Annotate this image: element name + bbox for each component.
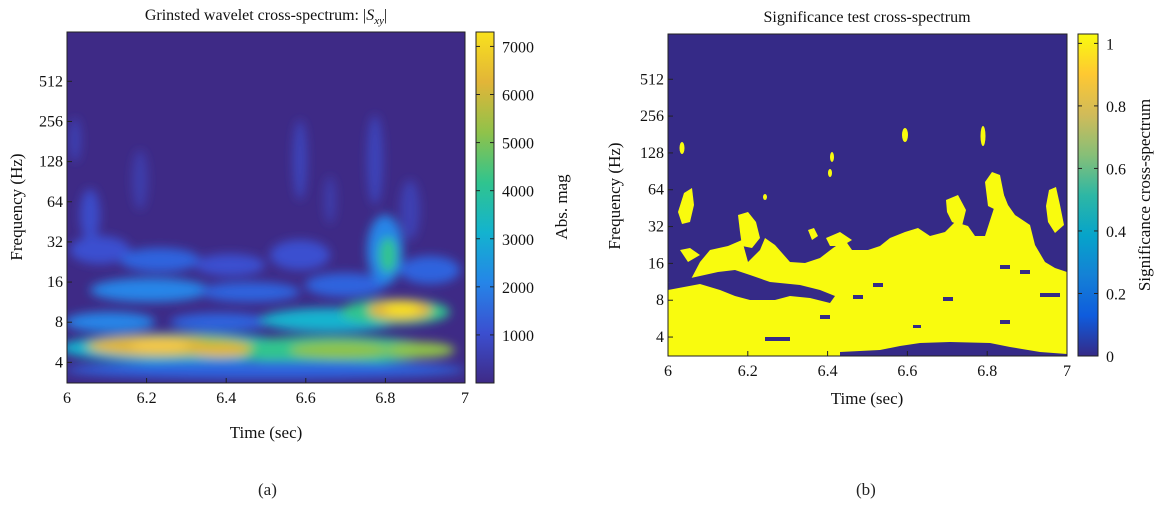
y-tick-label: 8 — [656, 292, 664, 309]
panel-a: Grinsted wavelet cross-spectrum: |Sxy| — [7, 7, 571, 442]
heatmap-a-blobs — [67, 115, 465, 379]
colorbar-a — [475, 31, 495, 384]
y-tick-label: 64 — [47, 194, 63, 211]
heatmap-b-frame — [667, 33, 1068, 357]
y-tick-label: 128 — [640, 145, 664, 162]
colorbar-tick-label: 0.4 — [1106, 224, 1126, 241]
x-axis-b: 6 6.2 6.4 6.6 6.8 7 — [664, 351, 1071, 380]
colorbar-b — [1077, 33, 1099, 357]
colorbar-tick-label: 7000 — [502, 39, 534, 56]
colorbar-a-label: Abs. mag — [552, 174, 571, 240]
colorbar-tick-label: 2000 — [502, 280, 534, 297]
panel-caption-a: (a) — [258, 480, 277, 499]
y-tick-label: 128 — [39, 154, 63, 171]
x-tick-label: 6.6 — [296, 390, 316, 407]
significance-region — [668, 126, 1067, 356]
y-axis-b: 4 8 16 32 64 128 256 512 — [640, 71, 673, 346]
x-axis-a: 6 6.2 6.4 6.6 6.8 7 — [63, 378, 469, 407]
y-tick-label: 4 — [656, 329, 664, 346]
x-tick-label: 7 — [1063, 363, 1071, 380]
heatmap-a-frame — [66, 31, 466, 384]
x-tick-label: 6.2 — [738, 363, 758, 380]
y-tick-label: 8 — [55, 314, 63, 331]
colorbar-tick-label: 6000 — [502, 88, 534, 105]
colorbar-tick-label: 0.2 — [1106, 286, 1126, 303]
colorbar-b-label: Significance cross-spectrum — [1135, 99, 1154, 291]
y-tick-label: 4 — [55, 354, 63, 371]
y-axis-label-b: Frequency (Hz) — [605, 142, 624, 249]
colorbar-tick-label: 0.8 — [1106, 99, 1126, 116]
colorbar-a-ticks: 1000 2000 3000 4000 5000 6000 7000 — [476, 39, 534, 345]
x-tick-label: 6 — [664, 363, 672, 380]
colorbar-tick-label: 0.6 — [1106, 161, 1126, 178]
y-tick-label: 512 — [640, 71, 664, 88]
x-axis-label-a: Time (sec) — [230, 423, 303, 442]
non-significant-holes — [668, 265, 1067, 356]
x-tick-label: 6.8 — [977, 363, 997, 380]
colorbar-tick-label: 0 — [1106, 349, 1114, 366]
heatmap-a — [67, 32, 465, 383]
y-tick-label: 32 — [648, 219, 664, 236]
panel-a-title: Grinsted wavelet cross-spectrum: |Sxy| — [145, 7, 387, 27]
colorbar-tick-label: 4000 — [502, 184, 534, 201]
y-tick-label: 512 — [39, 73, 63, 90]
y-tick-label: 256 — [39, 113, 63, 130]
colorbar-tick-label: 3000 — [502, 232, 534, 249]
colorbar-tick-label: 1000 — [502, 328, 534, 345]
panel-b: Significance test cross-spectrum — [605, 9, 1154, 408]
colorbar-b-ticks: 0 0.2 0.4 0.6 0.8 1 — [1078, 36, 1126, 366]
panel-caption-b: (b) — [856, 480, 876, 499]
x-tick-label: 6.8 — [375, 390, 395, 407]
y-axis-label-a: Frequency (Hz) — [7, 153, 26, 260]
y-tick-label: 64 — [648, 182, 664, 199]
x-axis-label-b: Time (sec) — [831, 389, 904, 408]
heatmap-b — [668, 34, 1067, 356]
panel-b-title: Significance test cross-spectrum — [763, 9, 971, 26]
x-tick-label: 6.4 — [216, 390, 236, 407]
y-tick-label: 256 — [640, 108, 664, 125]
y-tick-label: 32 — [47, 234, 63, 251]
colorbar-tick-label: 5000 — [502, 136, 534, 153]
x-tick-label: 6.6 — [897, 363, 917, 380]
x-tick-label: 6.4 — [818, 363, 838, 380]
x-tick-label: 7 — [461, 390, 469, 407]
x-tick-label: 6.2 — [137, 390, 157, 407]
colorbar-tick-label: 1 — [1106, 36, 1114, 53]
y-axis-a: 4 8 16 32 64 128 256 512 — [39, 73, 72, 371]
x-tick-label: 6 — [63, 390, 71, 407]
y-tick-label: 16 — [47, 274, 63, 291]
y-tick-label: 16 — [648, 255, 664, 272]
